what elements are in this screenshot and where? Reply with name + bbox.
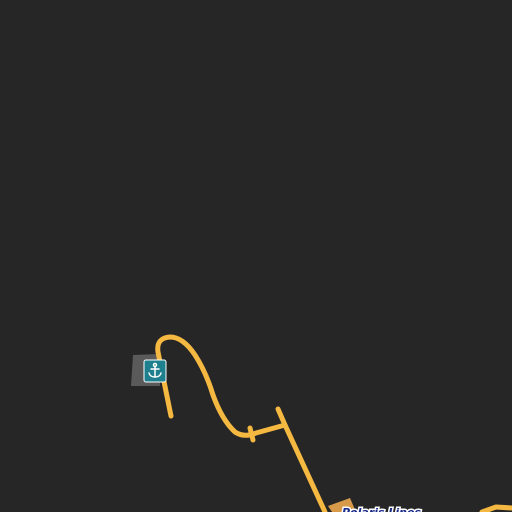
- poi-label: Polaris Lines: [342, 506, 421, 512]
- road: [247, 425, 256, 443]
- roads: [155, 334, 512, 512]
- road: [479, 504, 512, 512]
- road: [275, 406, 328, 512]
- ferry-icon: [143, 359, 167, 383]
- terminal: [328, 498, 356, 512]
- road: [155, 334, 288, 438]
